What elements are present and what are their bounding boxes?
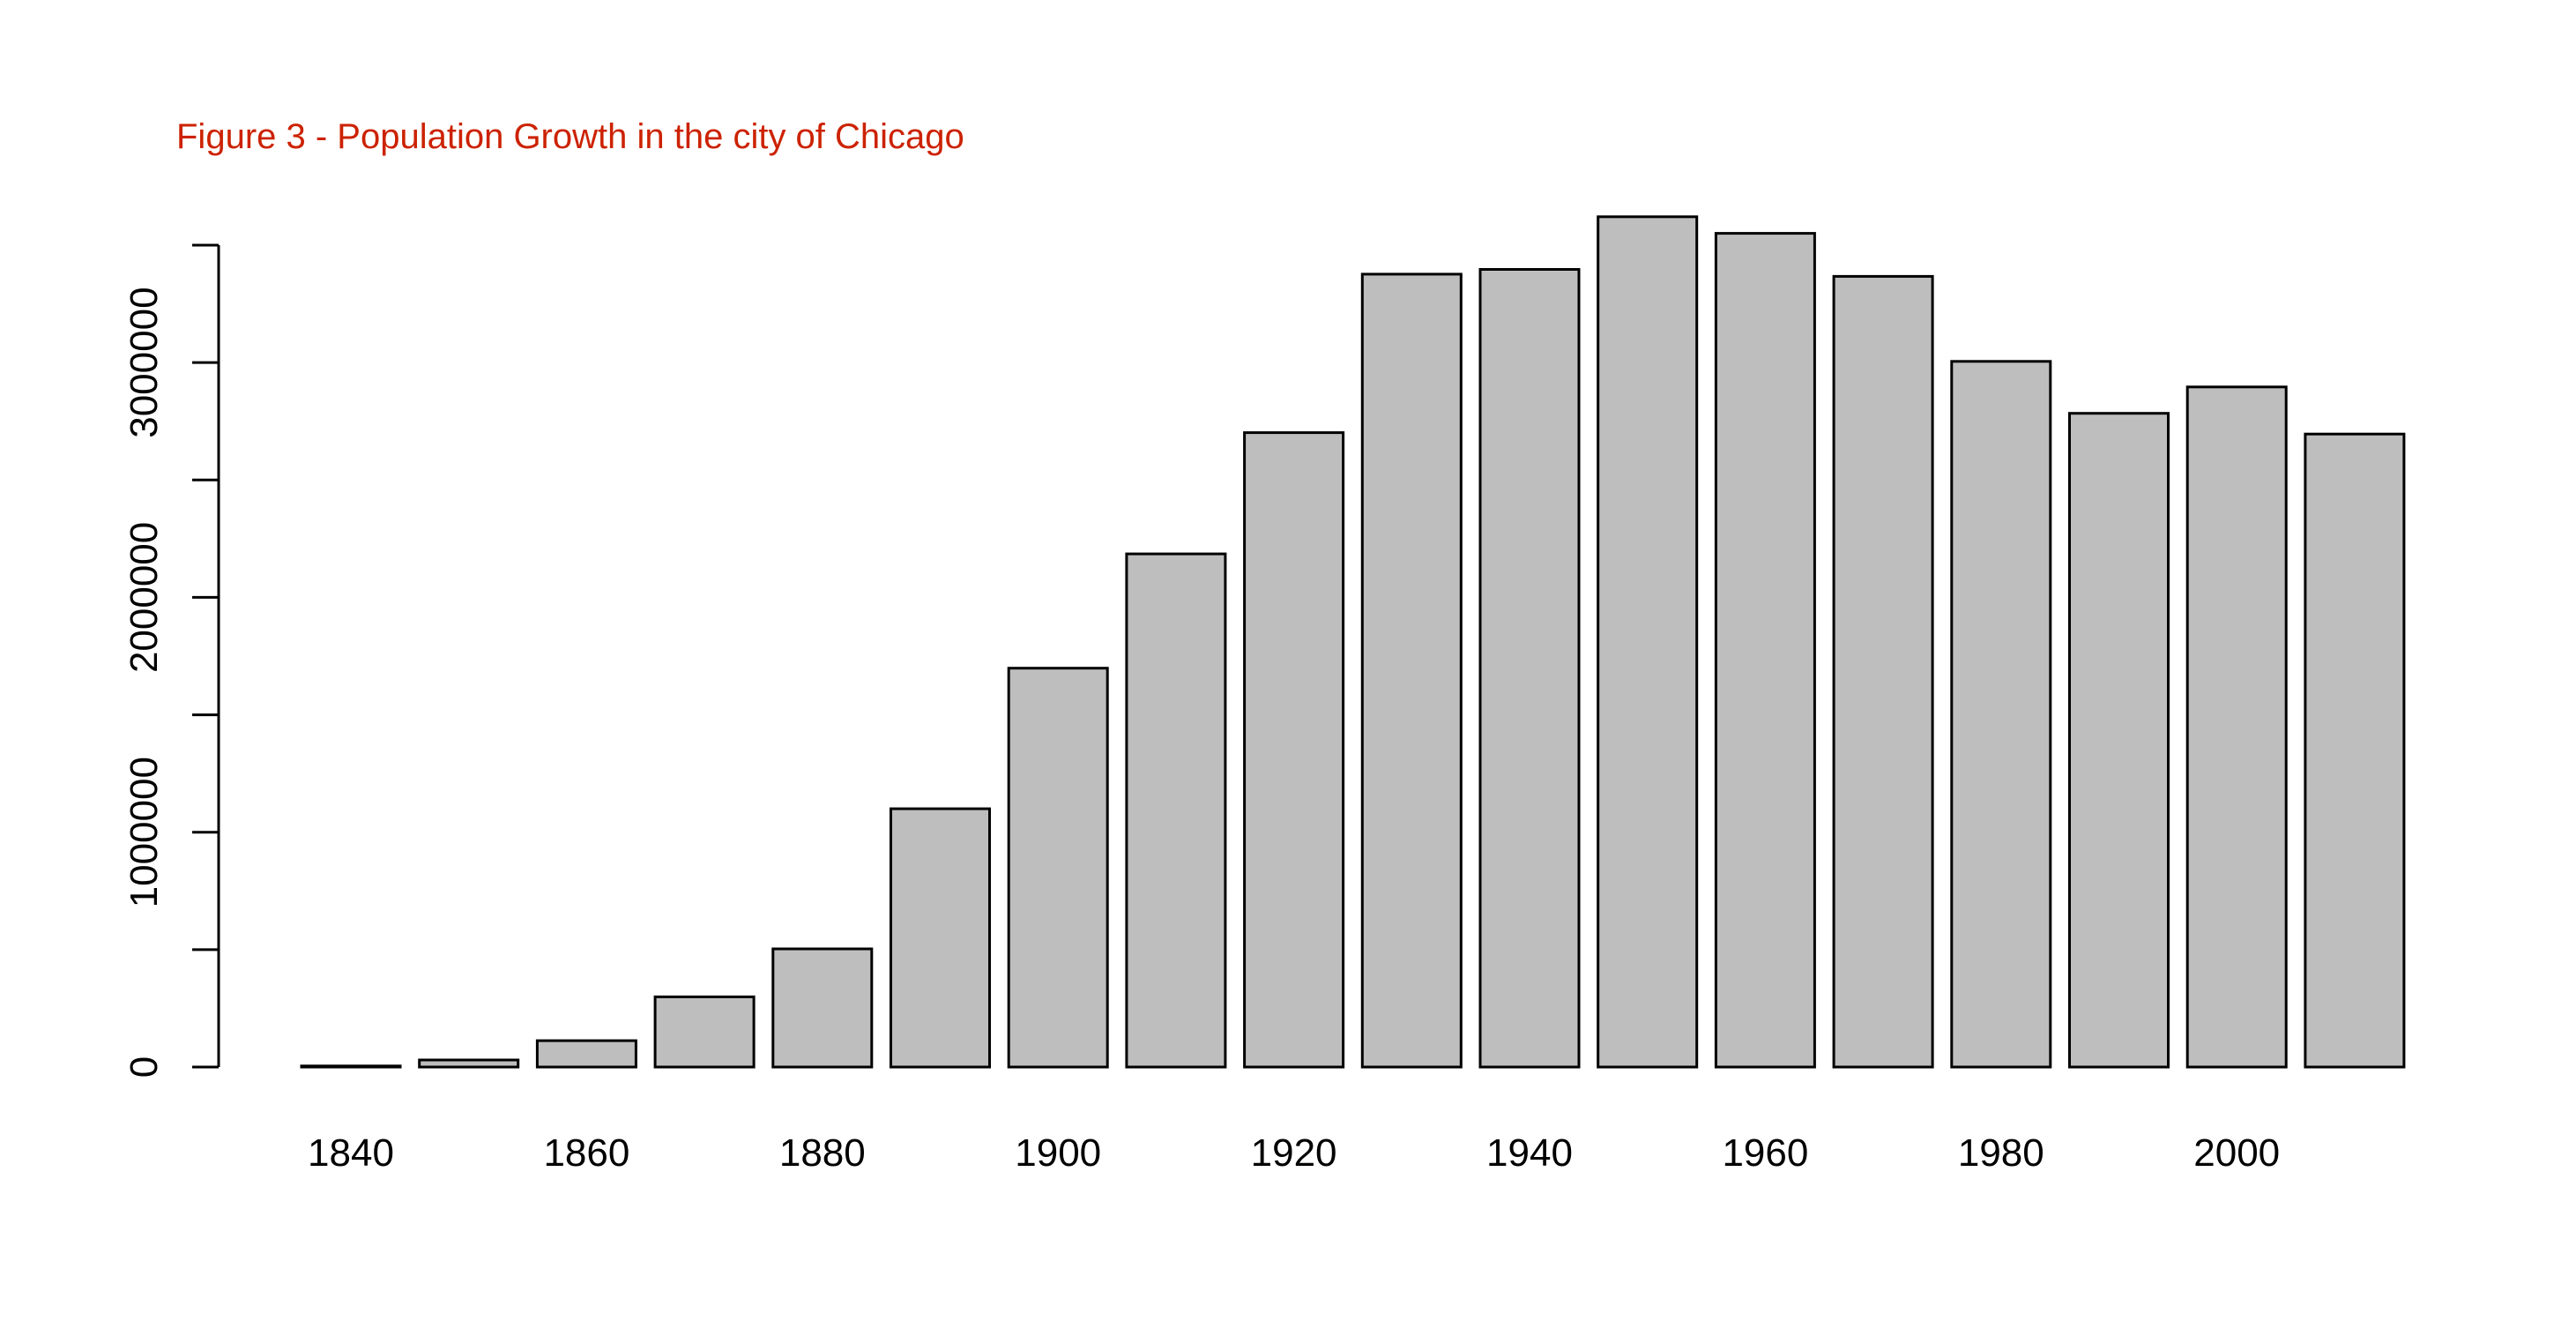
y-axis: 0 1000000 2000000 3000000 <box>123 245 219 1078</box>
bars-group <box>302 217 2404 1067</box>
y-tick-label-0: 0 <box>123 1056 166 1078</box>
bar-1950 <box>1598 217 1697 1067</box>
y-tick-label-1000000: 1000000 <box>123 757 166 907</box>
bar-1980 <box>1952 362 2051 1067</box>
x-tick-label-1860: 1860 <box>543 1131 629 1175</box>
bar-2000 <box>2187 387 2286 1067</box>
x-tick-label-1840: 1840 <box>308 1131 394 1175</box>
bar-1960 <box>1716 234 1814 1067</box>
bar-2010 <box>2305 434 2404 1067</box>
x-axis-labels: 1840 1860 1880 1900 1920 1940 1960 1980 2000 <box>308 1131 2280 1175</box>
bar-1990 <box>2070 414 2169 1067</box>
chart-title: Figure 3 - Population Growth in the city… <box>176 117 964 156</box>
bar-1930 <box>1362 274 1461 1067</box>
x-tick-label-1980: 1980 <box>1958 1131 2044 1175</box>
bar-1840 <box>302 1066 400 1067</box>
x-tick-label-1960: 1960 <box>1722 1131 1808 1175</box>
bar-1860 <box>537 1041 636 1067</box>
bar-1970 <box>1834 276 1932 1067</box>
y-tick-label-2000000: 2000000 <box>123 522 166 673</box>
x-tick-label-2000: 2000 <box>2193 1131 2280 1175</box>
bar-1920 <box>1245 433 1344 1067</box>
bar-1910 <box>1127 554 1225 1067</box>
bar-1870 <box>655 996 754 1067</box>
bar-1850 <box>420 1060 518 1067</box>
bar-1900 <box>1009 668 1107 1067</box>
y-tick-label-3000000: 3000000 <box>123 287 166 437</box>
x-tick-label-1920: 1920 <box>1251 1131 1337 1175</box>
bar-1880 <box>773 949 872 1067</box>
x-tick-label-1900: 1900 <box>1015 1131 1101 1175</box>
bar-1890 <box>891 809 990 1067</box>
x-tick-label-1940: 1940 <box>1486 1131 1573 1175</box>
bar-1940 <box>1480 270 1579 1068</box>
x-tick-label-1880: 1880 <box>779 1131 866 1175</box>
